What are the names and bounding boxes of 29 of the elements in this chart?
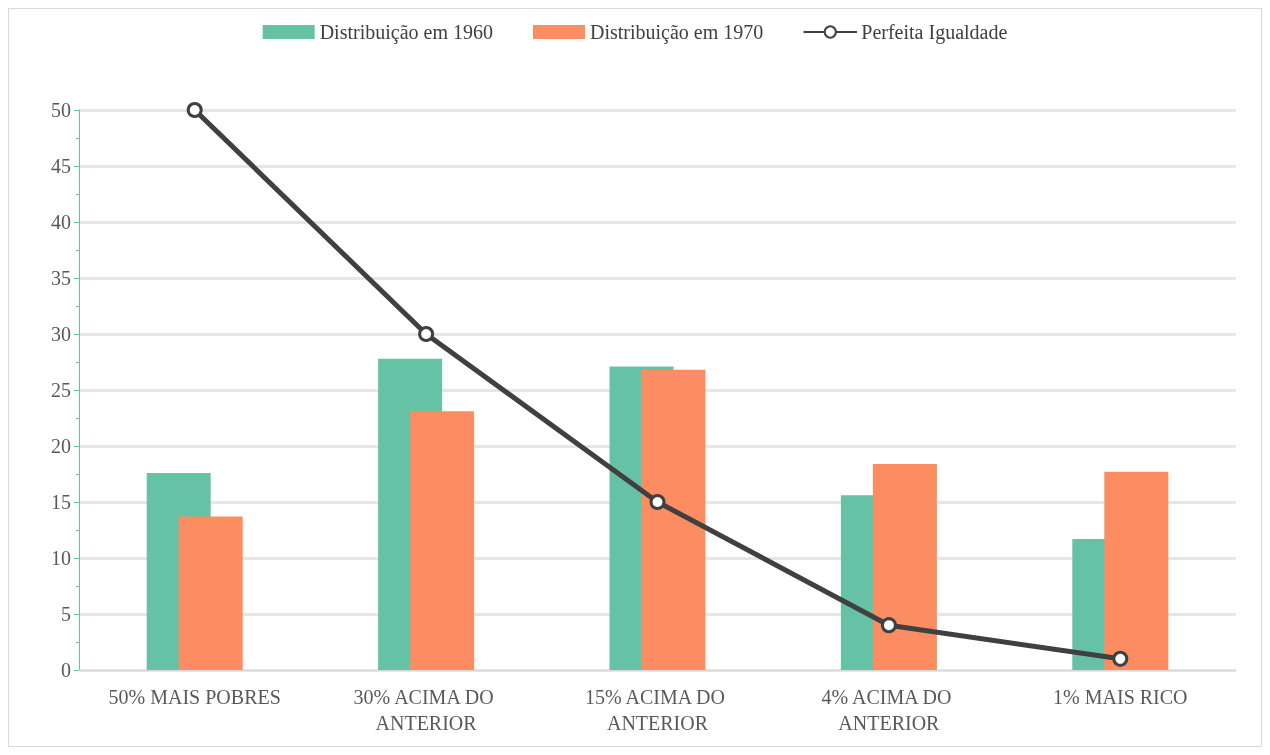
- x-tick-label: 4% ACIMA DO ANTERIOR: [821, 686, 957, 734]
- bar: [410, 411, 475, 670]
- point: [880, 617, 897, 634]
- y-tick-label: 5: [61, 603, 71, 625]
- point: [186, 102, 203, 118]
- legend-label: Perfeita Igualdade: [861, 21, 1008, 44]
- y-tick-label: 35: [51, 267, 71, 289]
- y-tick-label: 30: [51, 323, 71, 345]
- legend-label: Distribuição em 1970: [589, 21, 764, 44]
- point: [1112, 650, 1129, 667]
- legend-label: Distribuição em 1960: [319, 21, 493, 44]
- y-tick-label: 40: [51, 211, 71, 233]
- y-tick-label: 15: [51, 491, 71, 513]
- bar: [872, 463, 937, 670]
- x-tick-label: 30% ACIMA DO ANTERIOR: [353, 686, 499, 734]
- bar: [178, 516, 243, 670]
- y-tick-label: 20: [51, 435, 71, 457]
- point: [649, 494, 666, 510]
- x-tick-label: 50% MAIS POBRES: [108, 686, 281, 708]
- x-tick-label: 15% ACIMA DO ANTERIOR: [584, 686, 731, 734]
- y-tick-label: 10: [51, 547, 71, 569]
- y-tick-label: 45: [51, 155, 71, 177]
- x-tick-label: 1% MAIS RICO: [1053, 686, 1188, 708]
- bar: [1104, 471, 1169, 670]
- point: [418, 326, 435, 342]
- y-tick-label: 25: [51, 379, 71, 401]
- y-tick-label: 0: [61, 659, 71, 681]
- y-tick-label: 50: [51, 99, 71, 121]
- bar: [641, 369, 706, 670]
